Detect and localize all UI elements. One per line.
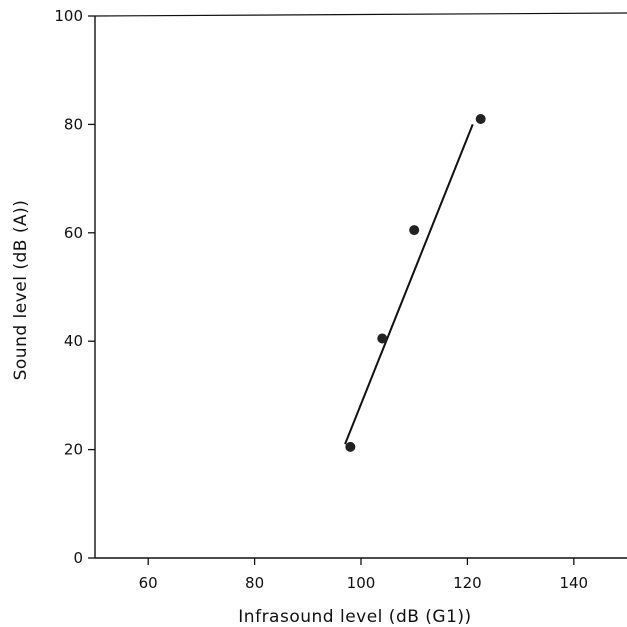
y-tick-label-80: 80 — [64, 115, 83, 133]
data-point-2 — [377, 333, 388, 344]
x-tick-label-100: 100 — [347, 574, 376, 592]
data-point-1 — [345, 441, 356, 452]
y-tick-label-0: 0 — [73, 549, 83, 567]
x-axis-title: Infrasound level (dB (G1)) — [238, 607, 471, 627]
y-tick-label-60: 60 — [64, 224, 83, 242]
y-tick-label-100: 100 — [54, 7, 83, 25]
x-tick-label-80: 80 — [245, 574, 264, 592]
data-point-4 — [475, 113, 486, 124]
fit-line — [344, 124, 474, 445]
top-border-line — [94, 12, 627, 17]
x-tick-label-120: 120 — [453, 574, 482, 592]
fit-line-layer — [344, 124, 474, 445]
axes — [94, 12, 627, 559]
y-tick-label-40: 40 — [64, 332, 83, 350]
data-points — [345, 113, 486, 452]
data-point-3 — [409, 225, 420, 236]
y-tick-label-20: 20 — [64, 441, 83, 459]
x-tick-label-140: 140 — [559, 574, 588, 592]
x-tick-label-60: 60 — [139, 574, 158, 592]
y-axis-title: Sound level (dB (A)) — [11, 200, 31, 381]
ticks: 0 20 40 60 80 100 60 80 100 120 140 — [54, 7, 588, 592]
